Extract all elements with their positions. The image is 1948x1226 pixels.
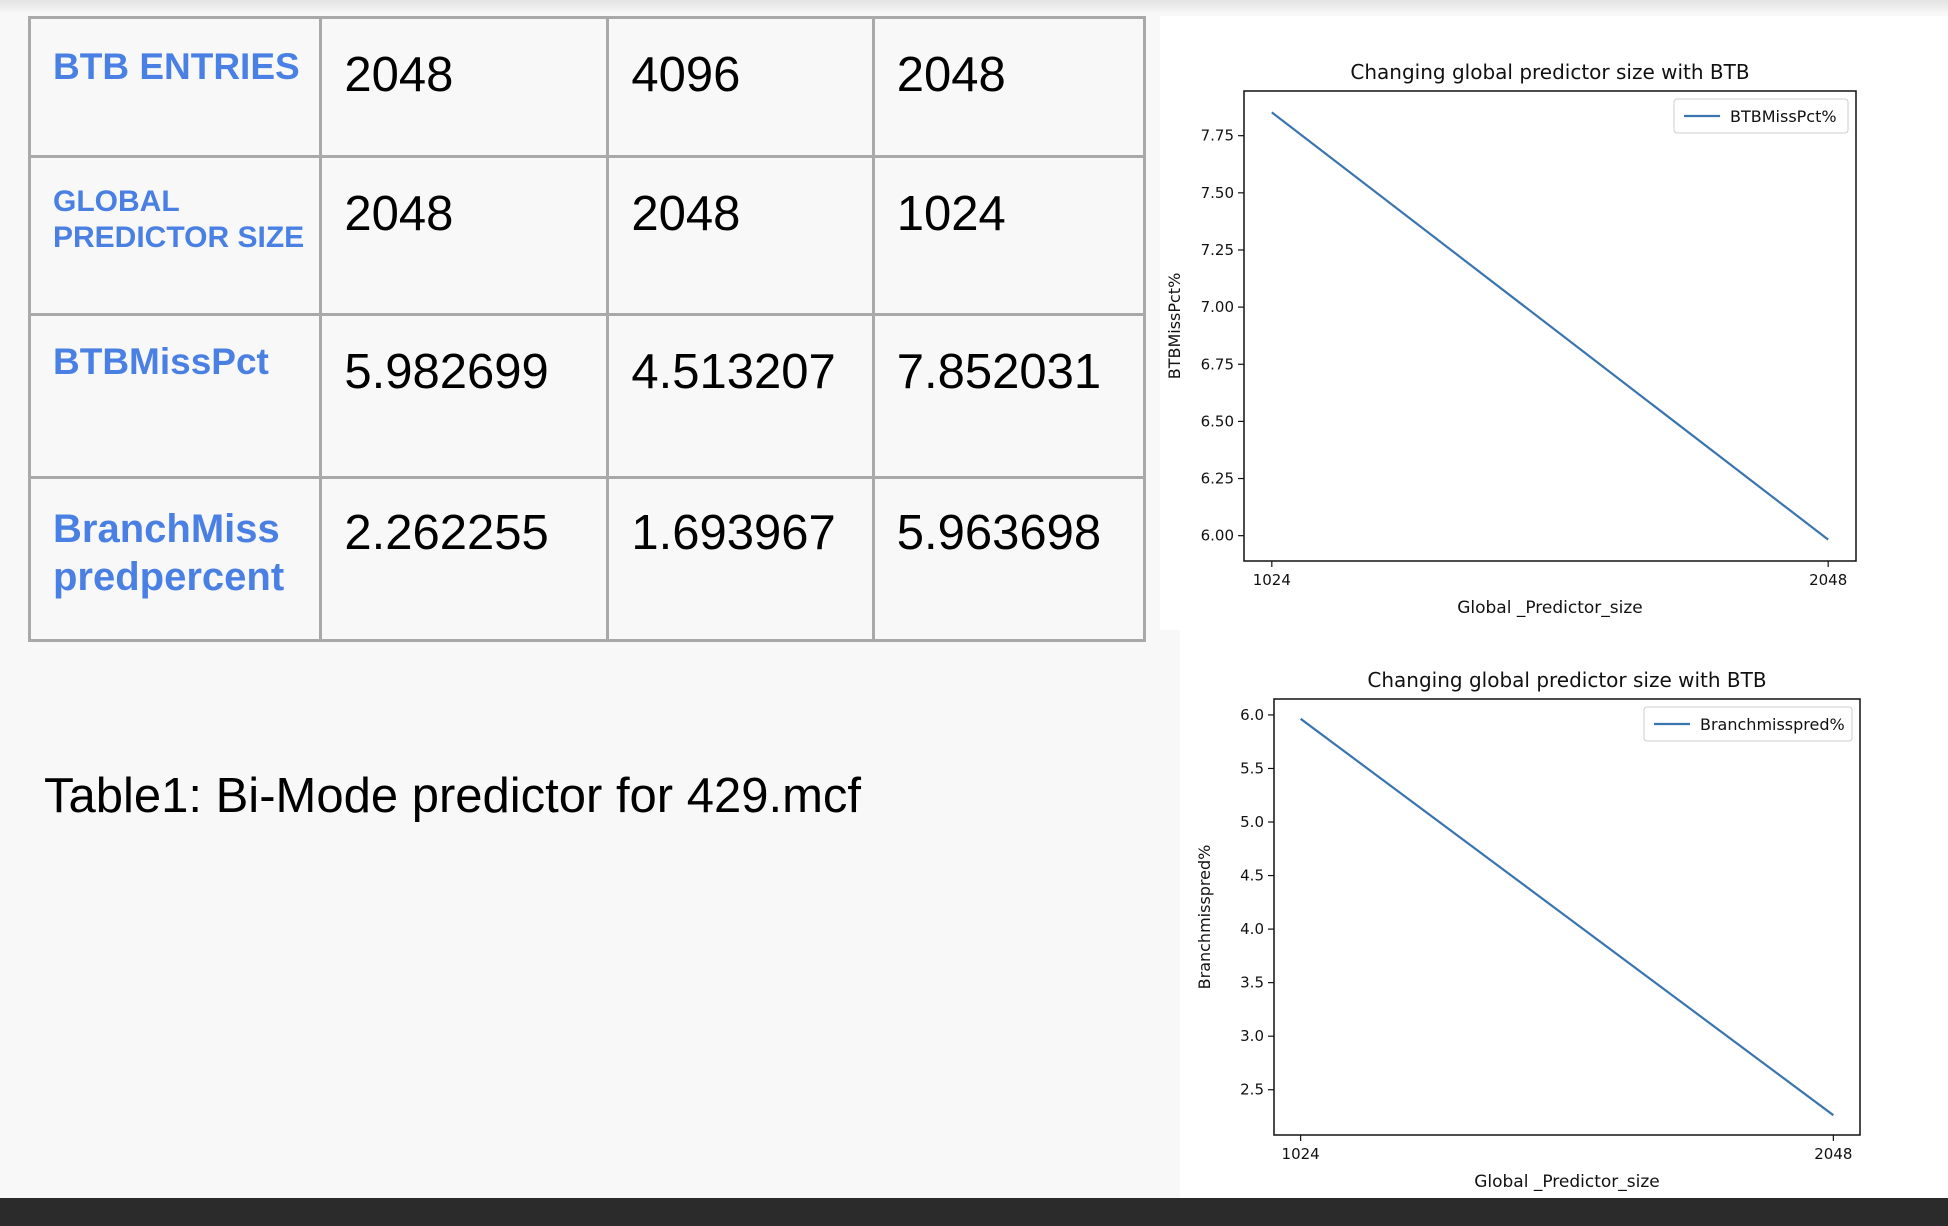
y-tick-label: 7.50 bbox=[1201, 184, 1234, 202]
y-tick-label: 5.0 bbox=[1240, 813, 1264, 831]
legend-label: BTBMissPct% bbox=[1730, 107, 1837, 126]
x-tick-label: 1024 bbox=[1253, 571, 1291, 589]
table-caption: Table1: Bi-Mode predictor for 429.mcf bbox=[44, 769, 862, 823]
table-row: BTB ENTRIES 2048 4096 2048 bbox=[27, 16, 1147, 158]
y-tick-label: 5.5 bbox=[1240, 759, 1264, 777]
chart-title: Changing global predictor size with BTB bbox=[1367, 668, 1766, 692]
legend-box bbox=[1673, 98, 1849, 134]
plot-frame bbox=[1243, 90, 1857, 562]
y-tick-label: 2.5 bbox=[1240, 1081, 1264, 1099]
cell-value: 2048 bbox=[344, 48, 454, 102]
btbmisspct-line-chart: Changing global predictor size with BTB 6… bbox=[1165, 60, 1857, 618]
table-cell: 2048 bbox=[319, 155, 610, 316]
y-tick-label: 3.5 bbox=[1240, 974, 1264, 992]
branchmisspred-line-chart: Changing global predictor size with BTB 2… bbox=[1195, 668, 1861, 1192]
cell-value: 1024 bbox=[896, 187, 1006, 241]
cell-value: 2048 bbox=[631, 187, 741, 241]
row-header-cell: BTB ENTRIES bbox=[27, 16, 323, 158]
row-header-cell: GLOBAL PREDICTOR SIZE bbox=[27, 155, 323, 316]
y-tick-label: 6.25 bbox=[1201, 470, 1234, 488]
top-shadow bbox=[0, 0, 1948, 14]
table-cell: 4.513207 bbox=[606, 313, 875, 479]
cell-value: 5.982699 bbox=[344, 345, 549, 399]
cell-value: 4.513207 bbox=[631, 345, 836, 399]
series-line-btbmisspct- bbox=[1271, 111, 1829, 541]
table-cell: 5.982699 bbox=[319, 313, 610, 479]
table-cell: 5.963698 bbox=[871, 476, 1147, 642]
y-tick-label: 7.25 bbox=[1201, 241, 1234, 259]
table-row: BTBMissPct 5.982699 4.513207 7.852031 bbox=[27, 313, 1147, 479]
series-line-branchmisspred- bbox=[1299, 717, 1835, 1117]
table-cell: 7.852031 bbox=[871, 313, 1147, 479]
chart-panel-btbmisspct: Changing global predictor size with BTB 6… bbox=[1160, 16, 1948, 630]
row-header-btb-entries: BTB ENTRIES bbox=[53, 46, 300, 87]
table-cell: 2048 bbox=[319, 16, 610, 158]
x-axis-label: Global _Predictor_size bbox=[1474, 1172, 1660, 1192]
chart-panel-branchmisspred: Changing global predictor size with BTB 2… bbox=[1180, 630, 1948, 1198]
table-cell: 2048 bbox=[606, 155, 875, 316]
plot-frame bbox=[1273, 698, 1861, 1136]
x-tick-label: 2048 bbox=[1809, 571, 1847, 589]
table-cell: 1.693967 bbox=[606, 476, 875, 642]
y-axis-label: Branchmisspred% bbox=[1195, 845, 1214, 990]
bottom-bar bbox=[0, 1198, 1948, 1226]
cell-value: 5.963698 bbox=[896, 506, 1102, 560]
row-header-btbmisspct: BTBMissPct bbox=[53, 341, 269, 382]
x-tick-label: 2048 bbox=[1814, 1145, 1852, 1163]
results-table: BTB ENTRIES 2048 4096 2048 GLOBAL PREDIC… bbox=[27, 16, 1147, 642]
y-axis-label: BTBMissPct% bbox=[1165, 273, 1184, 380]
table-cell: 2.262255 bbox=[319, 476, 610, 642]
y-tick-label: 6.0 bbox=[1240, 706, 1264, 724]
y-tick-label: 4.0 bbox=[1240, 920, 1264, 938]
table-row: GLOBAL PREDICTOR SIZE 2048 2048 1024 bbox=[27, 155, 1147, 316]
y-tick-label: 4.5 bbox=[1240, 867, 1264, 885]
table-row: BranchMiss predpercent 2.262255 1.693967… bbox=[27, 476, 1147, 642]
cell-value: 7.852031 bbox=[896, 345, 1102, 399]
table-cell: 4096 bbox=[606, 16, 875, 158]
y-tick-label: 7.75 bbox=[1201, 127, 1234, 145]
y-tick-label: 3.0 bbox=[1240, 1027, 1264, 1045]
legend-label: Branchmisspred% bbox=[1700, 715, 1845, 734]
chart-title: Changing global predictor size with BTB bbox=[1350, 60, 1749, 84]
table-cell: 1024 bbox=[871, 155, 1147, 316]
y-tick-label: 6.75 bbox=[1201, 355, 1234, 373]
x-axis-label: Global _Predictor_size bbox=[1457, 598, 1643, 618]
cell-value: 1.693967 bbox=[631, 506, 836, 560]
row-header-branchmiss-predpercent: BranchMiss predpercent bbox=[53, 507, 285, 599]
x-tick-label: 1024 bbox=[1282, 1145, 1320, 1163]
cell-value: 2048 bbox=[896, 48, 1006, 102]
y-tick-label: 6.00 bbox=[1201, 527, 1234, 545]
cell-value: 2.262255 bbox=[344, 506, 549, 560]
row-header-cell: BranchMiss predpercent bbox=[27, 476, 323, 642]
table-cell: 2048 bbox=[871, 16, 1147, 158]
cell-value: 4096 bbox=[631, 48, 741, 102]
row-header-cell: BTBMissPct bbox=[27, 313, 323, 479]
y-tick-label: 6.50 bbox=[1201, 412, 1234, 430]
row-header-global-predictor-size: GLOBAL PREDICTOR SIZE bbox=[53, 185, 305, 254]
y-tick-label: 7.00 bbox=[1201, 298, 1234, 316]
cell-value: 2048 bbox=[344, 187, 454, 241]
legend-box bbox=[1643, 706, 1853, 742]
